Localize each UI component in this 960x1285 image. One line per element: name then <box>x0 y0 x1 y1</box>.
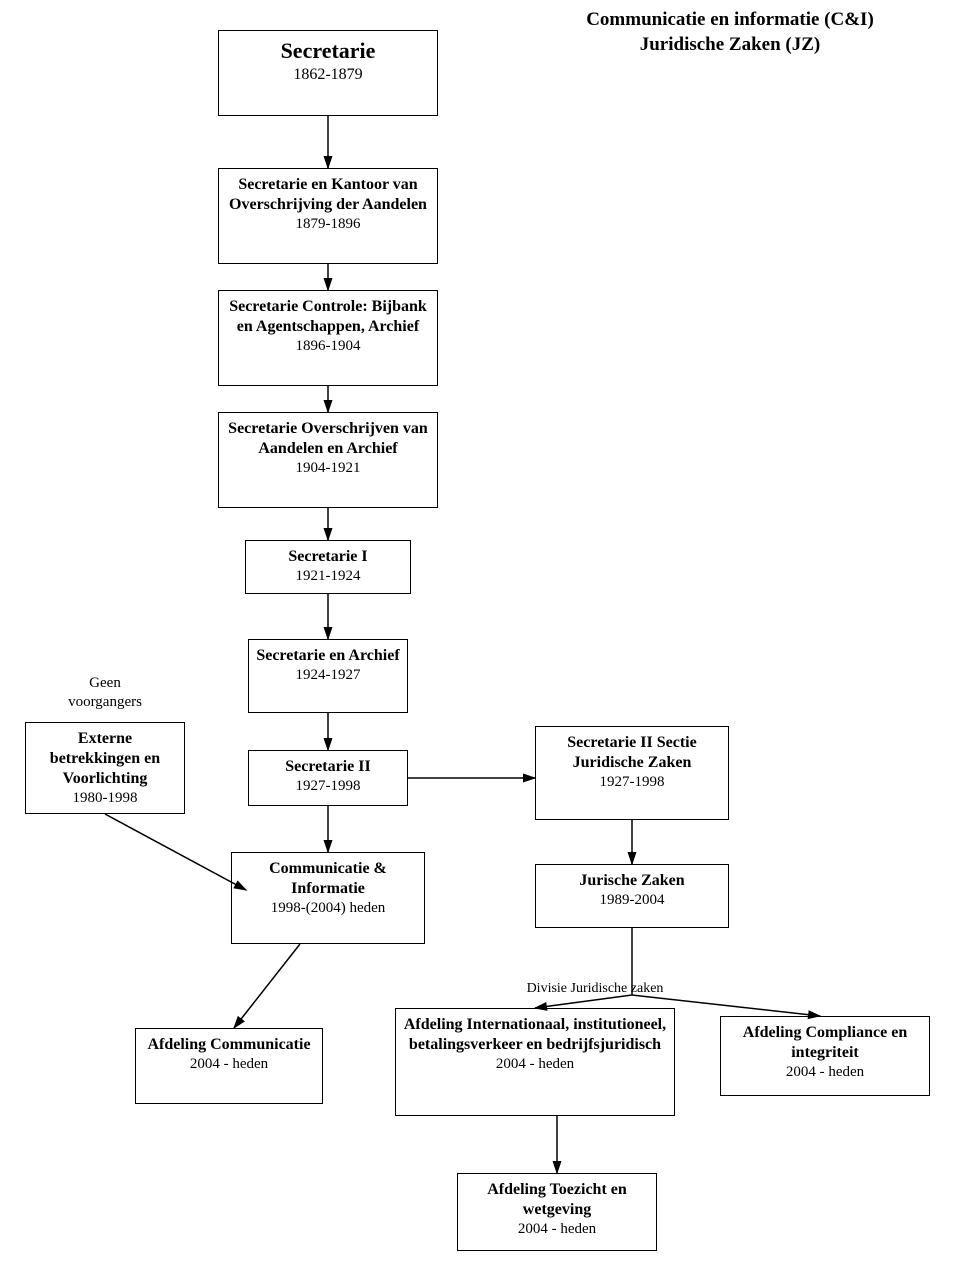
node-title: Afdeling Communicatie <box>142 1035 316 1055</box>
node-title: Afdeling Internationaal, institutioneel,… <box>402 1015 668 1055</box>
node-title: Secretarie II <box>255 757 401 777</box>
header-title: Communicatie en informatie (C&I) Juridis… <box>530 8 930 57</box>
node-title: Secretarie Controle: Bijbank en Agentsch… <box>225 297 431 337</box>
node-afdeling-internationaal: Afdeling Internationaal, institutioneel,… <box>395 1008 675 1116</box>
node-years: 2004 - heden <box>142 1055 316 1074</box>
node-secretarie-ii-1927: Secretarie II 1927-1998 <box>248 750 408 806</box>
node-secretarie-kantoor-1879: Secretarie en Kantoor van Overschrijving… <box>218 168 438 264</box>
caption-geen-line2: voorgangers <box>68 694 142 710</box>
node-title: Secretarie en Archief <box>255 646 401 666</box>
node-secretarie-1862: Secretarie 1862-1879 <box>218 30 438 116</box>
node-secretarie-controle-1896: Secretarie Controle: Bijbank en Agentsch… <box>218 290 438 386</box>
node-years: 1904-1921 <box>225 459 431 478</box>
node-years: 2004 - heden <box>464 1220 650 1239</box>
node-externe-betrekkingen-1980: Externe betrekkingen en Voorlichting 198… <box>25 722 185 814</box>
node-jurische-zaken-1989: Jurische Zaken 1989-2004 <box>535 864 729 928</box>
node-years: 1989-2004 <box>542 891 722 910</box>
node-years: 2004 - heden <box>402 1055 668 1074</box>
header-line1: Communicatie en informatie (C&I) <box>586 9 874 30</box>
node-years: 1896-1904 <box>225 337 431 356</box>
node-years: 1862-1879 <box>225 65 431 85</box>
caption-divisie-text: Divisie Juridische zaken <box>527 981 664 996</box>
node-title: Secretarie II Sectie Juridische Zaken <box>542 733 722 773</box>
caption-geen-line1: Geen <box>89 675 121 691</box>
node-years: 1980-1998 <box>32 789 178 808</box>
node-years: 1924-1927 <box>255 666 401 685</box>
node-title: Secretarie Overschrijven van Aandelen en… <box>225 419 431 459</box>
node-title: Afdeling Toezicht en wetgeving <box>464 1180 650 1220</box>
node-communicatie-informatie-1998: Communicatie & Informatie 1998-(2004) he… <box>231 852 425 944</box>
node-years: 1879-1896 <box>225 215 431 234</box>
node-secretarie-ii-jz-1927: Secretarie II Sectie Juridische Zaken 19… <box>535 726 729 820</box>
node-title: Secretarie <box>225 37 431 65</box>
node-years: 1921-1924 <box>252 567 404 586</box>
node-secretarie-i-1921: Secretarie I 1921-1924 <box>245 540 411 594</box>
node-title: Secretarie en Kantoor van Overschrijving… <box>225 175 431 215</box>
node-secretarie-overschrijven-1904: Secretarie Overschrijven van Aandelen en… <box>218 412 438 508</box>
node-years: 1998-(2004) heden <box>238 899 418 918</box>
node-title: Jurische Zaken <box>542 871 722 891</box>
node-title: Secretarie I <box>252 547 404 567</box>
node-title: Afdeling Compliance en integriteit <box>727 1023 923 1063</box>
node-years: 1927-1998 <box>542 773 722 792</box>
node-title: Externe betrekkingen en Voorlichting <box>32 729 178 789</box>
header-line2: Juridische Zaken (JZ) <box>640 34 821 55</box>
caption-geen-voorgangers: Geen voorgangers <box>45 674 165 712</box>
node-title: Communicatie & Informatie <box>238 859 418 899</box>
node-afdeling-compliance: Afdeling Compliance en integriteit 2004 … <box>720 1016 930 1096</box>
caption-divisie: Divisie Juridische zaken <box>495 980 695 998</box>
node-afdeling-toezicht: Afdeling Toezicht en wetgeving 2004 - he… <box>457 1173 657 1251</box>
node-years: 1927-1998 <box>255 777 401 796</box>
node-years: 2004 - heden <box>727 1063 923 1082</box>
node-secretarie-archief-1924: Secretarie en Archief 1924-1927 <box>248 639 408 713</box>
node-afdeling-communicatie: Afdeling Communicatie 2004 - heden <box>135 1028 323 1104</box>
